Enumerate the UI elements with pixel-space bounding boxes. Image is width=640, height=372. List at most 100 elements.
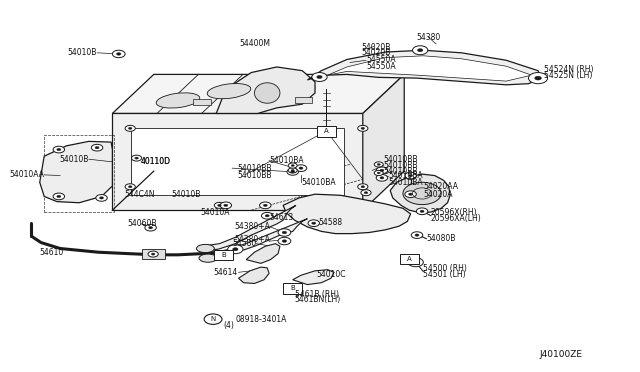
Circle shape (361, 186, 365, 188)
Circle shape (233, 248, 238, 251)
Polygon shape (246, 244, 280, 263)
FancyBboxPatch shape (193, 99, 211, 105)
Circle shape (361, 190, 371, 196)
Circle shape (291, 171, 294, 173)
Circle shape (131, 155, 141, 161)
Circle shape (408, 193, 413, 195)
Text: 54501 (LH): 54501 (LH) (423, 270, 466, 279)
Text: 40110D: 40110D (141, 157, 171, 166)
Ellipse shape (196, 244, 214, 253)
Circle shape (53, 193, 65, 200)
Circle shape (380, 177, 384, 179)
Polygon shape (205, 219, 307, 260)
FancyBboxPatch shape (295, 97, 312, 103)
Polygon shape (131, 128, 344, 195)
Polygon shape (363, 74, 404, 210)
Text: 54010BA: 54010BA (388, 178, 423, 187)
Circle shape (224, 204, 228, 206)
Text: 544C4N: 544C4N (125, 190, 155, 199)
Text: 54010BB: 54010BB (384, 167, 419, 176)
Text: 54524N (RH): 54524N (RH) (545, 65, 594, 74)
Circle shape (377, 172, 380, 174)
Circle shape (361, 127, 365, 129)
Circle shape (228, 245, 243, 254)
Text: 54020A: 54020A (423, 190, 453, 199)
Text: 54020AA: 54020AA (423, 182, 458, 190)
Circle shape (312, 73, 327, 81)
Circle shape (405, 191, 417, 198)
Polygon shape (292, 270, 334, 285)
Circle shape (312, 222, 316, 224)
Text: 54580: 54580 (232, 239, 257, 248)
Circle shape (420, 210, 424, 212)
Text: 54010B: 54010B (172, 190, 201, 199)
Circle shape (220, 202, 232, 209)
Text: A: A (407, 256, 412, 262)
Circle shape (278, 237, 291, 245)
Text: N: N (211, 316, 216, 322)
Circle shape (408, 258, 423, 267)
Circle shape (53, 146, 65, 153)
Circle shape (260, 202, 271, 209)
Circle shape (135, 157, 138, 159)
Circle shape (364, 192, 368, 194)
Polygon shape (390, 174, 450, 213)
Ellipse shape (199, 254, 217, 262)
Polygon shape (113, 113, 363, 210)
Text: 54380+A: 54380+A (234, 235, 271, 244)
Circle shape (214, 202, 225, 208)
Text: (4): (4) (223, 321, 234, 330)
Text: 20596XA(LH): 20596XA(LH) (431, 214, 482, 223)
Circle shape (299, 167, 303, 169)
Text: 54010B: 54010B (68, 48, 97, 57)
Circle shape (403, 182, 441, 205)
Polygon shape (328, 56, 532, 81)
Text: 54010BA: 54010BA (301, 178, 335, 187)
Circle shape (265, 215, 269, 217)
Text: 54010BB: 54010BB (237, 171, 272, 180)
Circle shape (295, 165, 307, 171)
Circle shape (417, 49, 423, 52)
Circle shape (148, 227, 152, 229)
Circle shape (413, 261, 419, 264)
Text: 54010AA: 54010AA (9, 170, 44, 179)
Circle shape (358, 184, 368, 190)
Circle shape (125, 184, 135, 190)
Circle shape (57, 148, 61, 151)
FancyBboxPatch shape (317, 126, 336, 137)
Text: J40100ZE: J40100ZE (540, 350, 582, 359)
Circle shape (218, 204, 221, 206)
Text: 54614: 54614 (213, 268, 237, 277)
FancyBboxPatch shape (400, 254, 419, 264)
FancyBboxPatch shape (283, 283, 302, 294)
Circle shape (376, 174, 388, 181)
Circle shape (288, 168, 297, 173)
Polygon shape (216, 67, 315, 113)
Text: 54610: 54610 (40, 248, 64, 257)
Circle shape (529, 73, 548, 84)
Text: 54613: 54613 (269, 213, 293, 222)
Circle shape (287, 169, 298, 175)
Text: 54380+A: 54380+A (234, 222, 271, 231)
Polygon shape (202, 205, 296, 250)
Circle shape (129, 127, 132, 129)
Text: 54010BB: 54010BB (384, 161, 419, 170)
Circle shape (412, 232, 422, 238)
Text: 54010BB: 54010BB (384, 155, 419, 164)
Circle shape (317, 76, 322, 78)
Text: 54020B: 54020B (361, 43, 390, 52)
Circle shape (263, 204, 268, 206)
Text: 54010BB: 54010BB (237, 164, 272, 173)
Text: 54080B: 54080B (426, 234, 456, 243)
Circle shape (376, 167, 388, 174)
Text: 54010BA: 54010BA (269, 156, 304, 165)
Circle shape (116, 53, 121, 55)
Circle shape (278, 229, 291, 236)
Text: 5461B (RH): 5461B (RH) (294, 290, 339, 299)
Text: 54010A: 54010A (200, 208, 230, 217)
Circle shape (408, 174, 413, 177)
Text: 08918-3401A: 08918-3401A (236, 315, 287, 324)
Circle shape (148, 251, 158, 257)
Polygon shape (239, 267, 269, 283)
Circle shape (534, 76, 541, 80)
